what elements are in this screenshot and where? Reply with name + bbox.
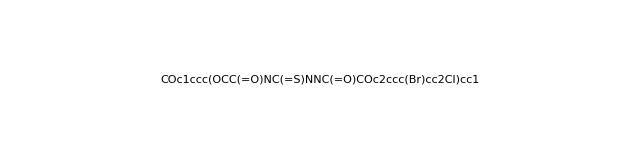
Text: COc1ccc(OCC(=O)NC(=S)NNC(=O)COc2ccc(Br)cc2Cl)cc1: COc1ccc(OCC(=O)NC(=S)NNC(=O)COc2ccc(Br)c… [161,74,479,84]
